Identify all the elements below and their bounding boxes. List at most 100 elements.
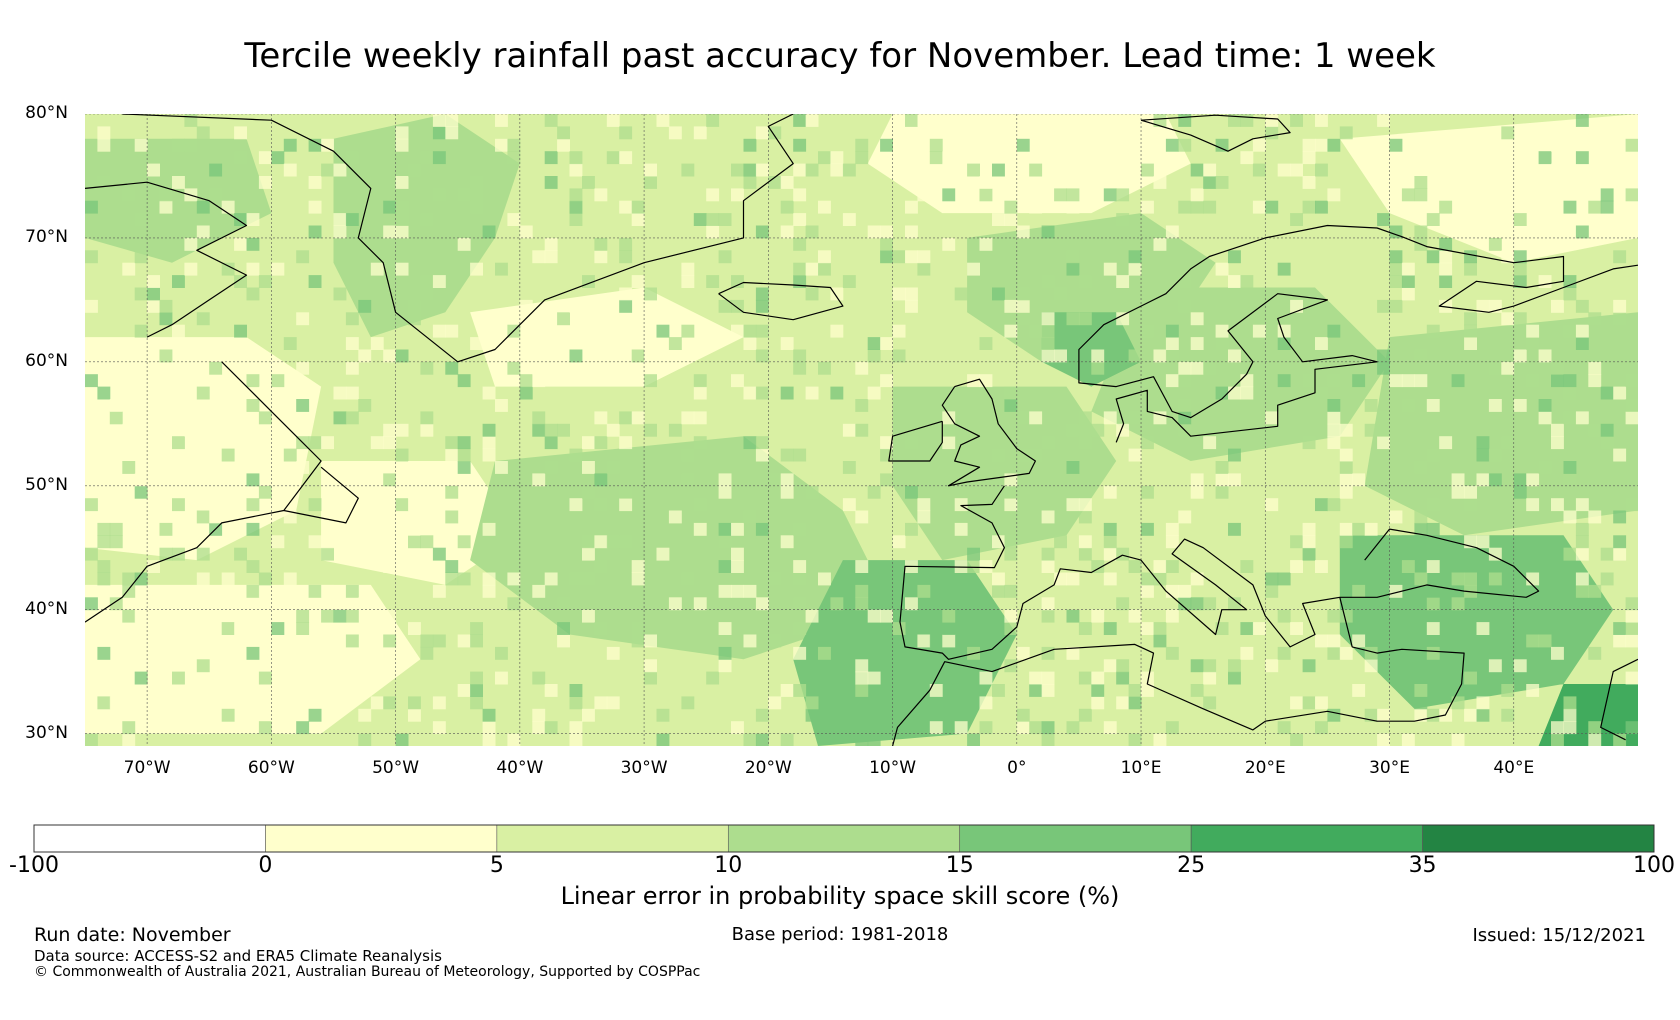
grid-cell bbox=[1240, 622, 1254, 635]
grid-cell bbox=[880, 609, 893, 623]
grid-cell bbox=[1178, 597, 1192, 611]
grid-cell bbox=[1488, 361, 1502, 375]
grid-cell bbox=[159, 200, 173, 214]
grid-cell bbox=[1215, 461, 1229, 474]
grid-cell bbox=[1551, 374, 1564, 388]
grid-cell bbox=[631, 622, 645, 635]
grid-cell bbox=[1302, 200, 1316, 214]
grid-cell bbox=[159, 547, 173, 561]
grid-cell bbox=[1625, 609, 1638, 623]
grid-cell bbox=[1588, 733, 1602, 746]
grid-cell bbox=[731, 374, 744, 388]
grid-cell bbox=[979, 237, 993, 251]
grid-cell bbox=[97, 560, 111, 573]
grid-cell bbox=[408, 312, 421, 326]
grid-cell bbox=[1091, 560, 1105, 573]
grid-cell bbox=[1613, 126, 1627, 140]
grid-cell bbox=[408, 708, 421, 722]
grid-cell bbox=[1426, 584, 1440, 598]
grid-cell bbox=[1551, 646, 1564, 660]
grid-cell bbox=[1215, 176, 1229, 189]
grid-cell bbox=[1178, 361, 1192, 375]
grid-cell bbox=[731, 547, 744, 561]
grid-cell bbox=[172, 138, 185, 152]
grid-cell bbox=[594, 498, 608, 512]
grid-cell bbox=[1190, 200, 1204, 214]
grid-cell bbox=[1004, 609, 1018, 623]
grid-cell bbox=[1526, 634, 1540, 648]
grid-cell bbox=[1190, 188, 1204, 202]
grid-cell bbox=[1153, 176, 1167, 189]
longitude-label: 30°E bbox=[1369, 758, 1410, 778]
grid-cell bbox=[1401, 560, 1415, 573]
grid-cell bbox=[1414, 188, 1428, 202]
grid-cell bbox=[1302, 176, 1316, 189]
grid-cell bbox=[1575, 522, 1589, 536]
grid-cell bbox=[159, 312, 173, 326]
grid-cell bbox=[569, 200, 583, 214]
grid-cell bbox=[383, 634, 397, 648]
grid-cell bbox=[1004, 485, 1018, 499]
grid-cell bbox=[830, 324, 844, 338]
grid-cell bbox=[582, 547, 595, 561]
grid-cell bbox=[1103, 535, 1117, 549]
grid-cell bbox=[1476, 225, 1490, 239]
grid-cell bbox=[917, 584, 931, 598]
longitude-label: 50°W bbox=[372, 758, 420, 778]
grid-cell bbox=[780, 535, 794, 549]
skill-region-black-sea-turkey bbox=[1339, 535, 1614, 709]
grid-cell bbox=[1488, 237, 1502, 251]
grid-cell bbox=[1302, 151, 1316, 165]
grid-cell bbox=[1165, 225, 1179, 239]
grid-cell bbox=[134, 213, 148, 226]
grid-cell bbox=[134, 572, 148, 586]
grid-cell bbox=[1078, 423, 1092, 437]
grid-cell bbox=[159, 659, 173, 673]
grid-cell bbox=[482, 708, 496, 722]
grid-cell bbox=[1327, 188, 1341, 202]
grid-cell bbox=[1551, 498, 1564, 512]
grid-cell bbox=[1103, 721, 1117, 735]
grid-cell bbox=[1414, 200, 1428, 214]
grid-cell bbox=[432, 126, 446, 140]
grid-cell bbox=[147, 399, 160, 412]
grid-cell bbox=[1339, 473, 1353, 487]
grid-cell bbox=[1377, 361, 1390, 375]
grid-cell bbox=[408, 498, 421, 512]
grid-cell bbox=[668, 349, 682, 363]
grid-cell bbox=[1327, 423, 1341, 437]
grid-cell bbox=[1103, 151, 1117, 165]
grid-cell bbox=[345, 646, 359, 660]
grid-cell bbox=[246, 498, 260, 512]
grid-cell bbox=[420, 287, 434, 301]
grid-cell bbox=[1625, 498, 1638, 512]
grid-cell bbox=[445, 126, 459, 140]
grid-cell bbox=[818, 572, 831, 586]
grid-cell bbox=[793, 349, 807, 363]
grid-cell bbox=[1439, 200, 1453, 214]
skill-region-southern-norway bbox=[1041, 312, 1141, 387]
grid-cell bbox=[557, 349, 570, 363]
grid-cell bbox=[1377, 423, 1390, 437]
grid-cell bbox=[1501, 684, 1515, 697]
grid-cell bbox=[1364, 151, 1378, 165]
grid-cell bbox=[296, 250, 310, 264]
grid-cell bbox=[1563, 374, 1577, 388]
grid-cell bbox=[122, 461, 136, 474]
grid-cell bbox=[855, 151, 869, 165]
grid-cell bbox=[830, 287, 844, 301]
grid-cell bbox=[234, 237, 247, 251]
grid-cell bbox=[1563, 708, 1577, 722]
grid-cell bbox=[1066, 250, 1080, 264]
longitude-label: 0° bbox=[1007, 758, 1027, 778]
grid-cell bbox=[805, 262, 819, 276]
grid-cell bbox=[172, 498, 185, 512]
grid-cell bbox=[681, 262, 695, 276]
grid-cell bbox=[122, 622, 136, 635]
grid-cell bbox=[1041, 733, 1055, 746]
grid-cell bbox=[1476, 708, 1490, 722]
grid-cell bbox=[97, 572, 111, 586]
grid-cell bbox=[1016, 312, 1030, 326]
grid-cell bbox=[1352, 684, 1366, 697]
grid-cell bbox=[345, 634, 359, 648]
